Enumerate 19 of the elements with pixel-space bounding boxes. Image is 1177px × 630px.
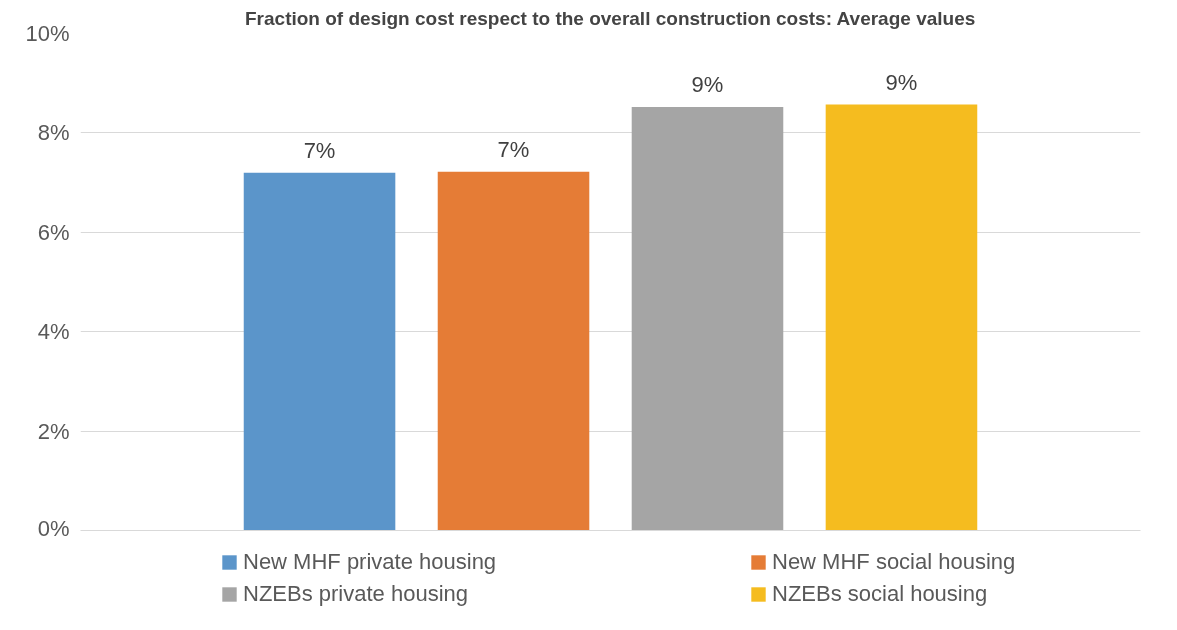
legend-label: NZEBs social housing	[772, 581, 989, 607]
bar	[825, 104, 978, 531]
y-tick-label: 2%	[37, 418, 70, 444]
y-tick-label: 0%	[37, 515, 70, 541]
legend-label: New MHF social housing	[772, 549, 1017, 575]
bar	[437, 171, 590, 531]
chart-title: Fraction of design cost respect to the overall construction costs: Average values	[245, 7, 976, 29]
legend-label: NZEBs private housing	[243, 581, 469, 607]
data-label: 7%	[497, 136, 530, 162]
bar	[631, 107, 784, 531]
data-label: 9%	[691, 72, 724, 98]
y-tick-label: 8%	[37, 120, 70, 146]
data-label: 7%	[303, 137, 336, 163]
y-tick-label: 6%	[37, 219, 70, 245]
bar	[243, 172, 396, 531]
y-tick-label: 4%	[37, 319, 70, 345]
y-tick-label: 10%	[25, 21, 70, 46]
legend-label: New MHF private housing	[243, 549, 498, 575]
data-label: 9%	[885, 69, 918, 95]
